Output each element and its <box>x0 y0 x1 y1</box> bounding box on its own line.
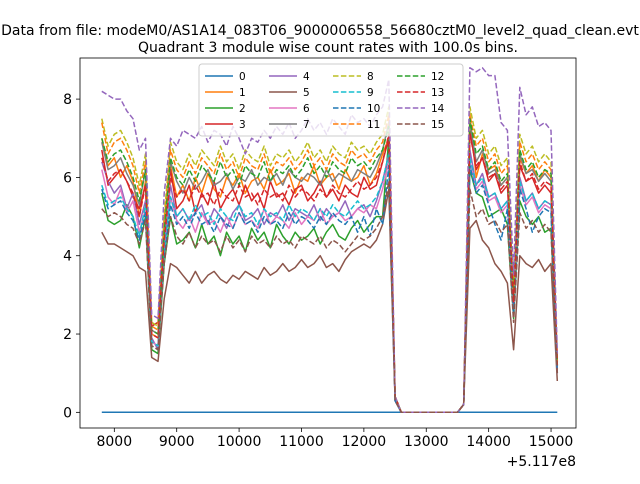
x-tick-label: 14000 <box>466 434 511 450</box>
y-tick-label: 6 <box>63 170 72 186</box>
legend-label-7: 7 <box>303 119 310 131</box>
legend-label-2: 2 <box>239 103 246 115</box>
x-axis-offset-label: +5.117e8 <box>507 454 576 470</box>
figure-suptitle: Data from file: modeM0/AS1A14_083T06_900… <box>1 23 639 39</box>
series-line-13 <box>101 133 559 414</box>
chart-title: Quadrant 3 module wise count rates with … <box>138 40 518 56</box>
legend-label-14: 14 <box>431 103 445 115</box>
series-line-15 <box>101 180 559 414</box>
legend-label-5: 5 <box>303 87 310 99</box>
axes-layer: 8000 9000 10000 11000 12000 13000 14000 15000 0 2… <box>63 92 573 450</box>
x-tick-label: 13000 <box>404 434 449 450</box>
legend-label-6: 6 <box>303 103 310 115</box>
x-tick-label: 15000 <box>529 434 574 450</box>
series-line-5 <box>101 188 559 414</box>
legend-label-3: 3 <box>239 119 246 131</box>
legend-label-8: 8 <box>367 71 374 83</box>
series-line-7 <box>101 121 559 414</box>
legend-frame <box>198 63 464 137</box>
y-tick-label: 2 <box>63 327 72 343</box>
y-tick-label: 0 <box>63 405 72 421</box>
legend-label-10: 10 <box>367 103 380 115</box>
plot-frame <box>79 57 577 429</box>
legend-label-1: 1 <box>239 87 246 99</box>
series-line-9 <box>101 153 559 414</box>
x-tick-label: 9000 <box>159 434 195 450</box>
legend-label-9: 9 <box>367 87 374 99</box>
y-tick-label: 8 <box>63 92 72 108</box>
y-tick-label: 4 <box>63 249 72 265</box>
legend-label-4: 4 <box>303 71 310 83</box>
legend-label-0: 0 <box>239 71 246 83</box>
x-tick-label: 10000 <box>217 434 262 450</box>
x-tick-label: 11000 <box>279 434 324 450</box>
legend-label-11: 11 <box>367 119 380 131</box>
series-line-12 <box>101 117 559 414</box>
legend-label-13: 13 <box>431 87 444 99</box>
x-tick-label: 12000 <box>342 434 387 450</box>
legend-label-12: 12 <box>431 71 444 83</box>
series-line-10 <box>101 164 559 414</box>
legend-label-15: 15 <box>431 119 444 131</box>
x-tick-label: 8000 <box>96 434 132 450</box>
